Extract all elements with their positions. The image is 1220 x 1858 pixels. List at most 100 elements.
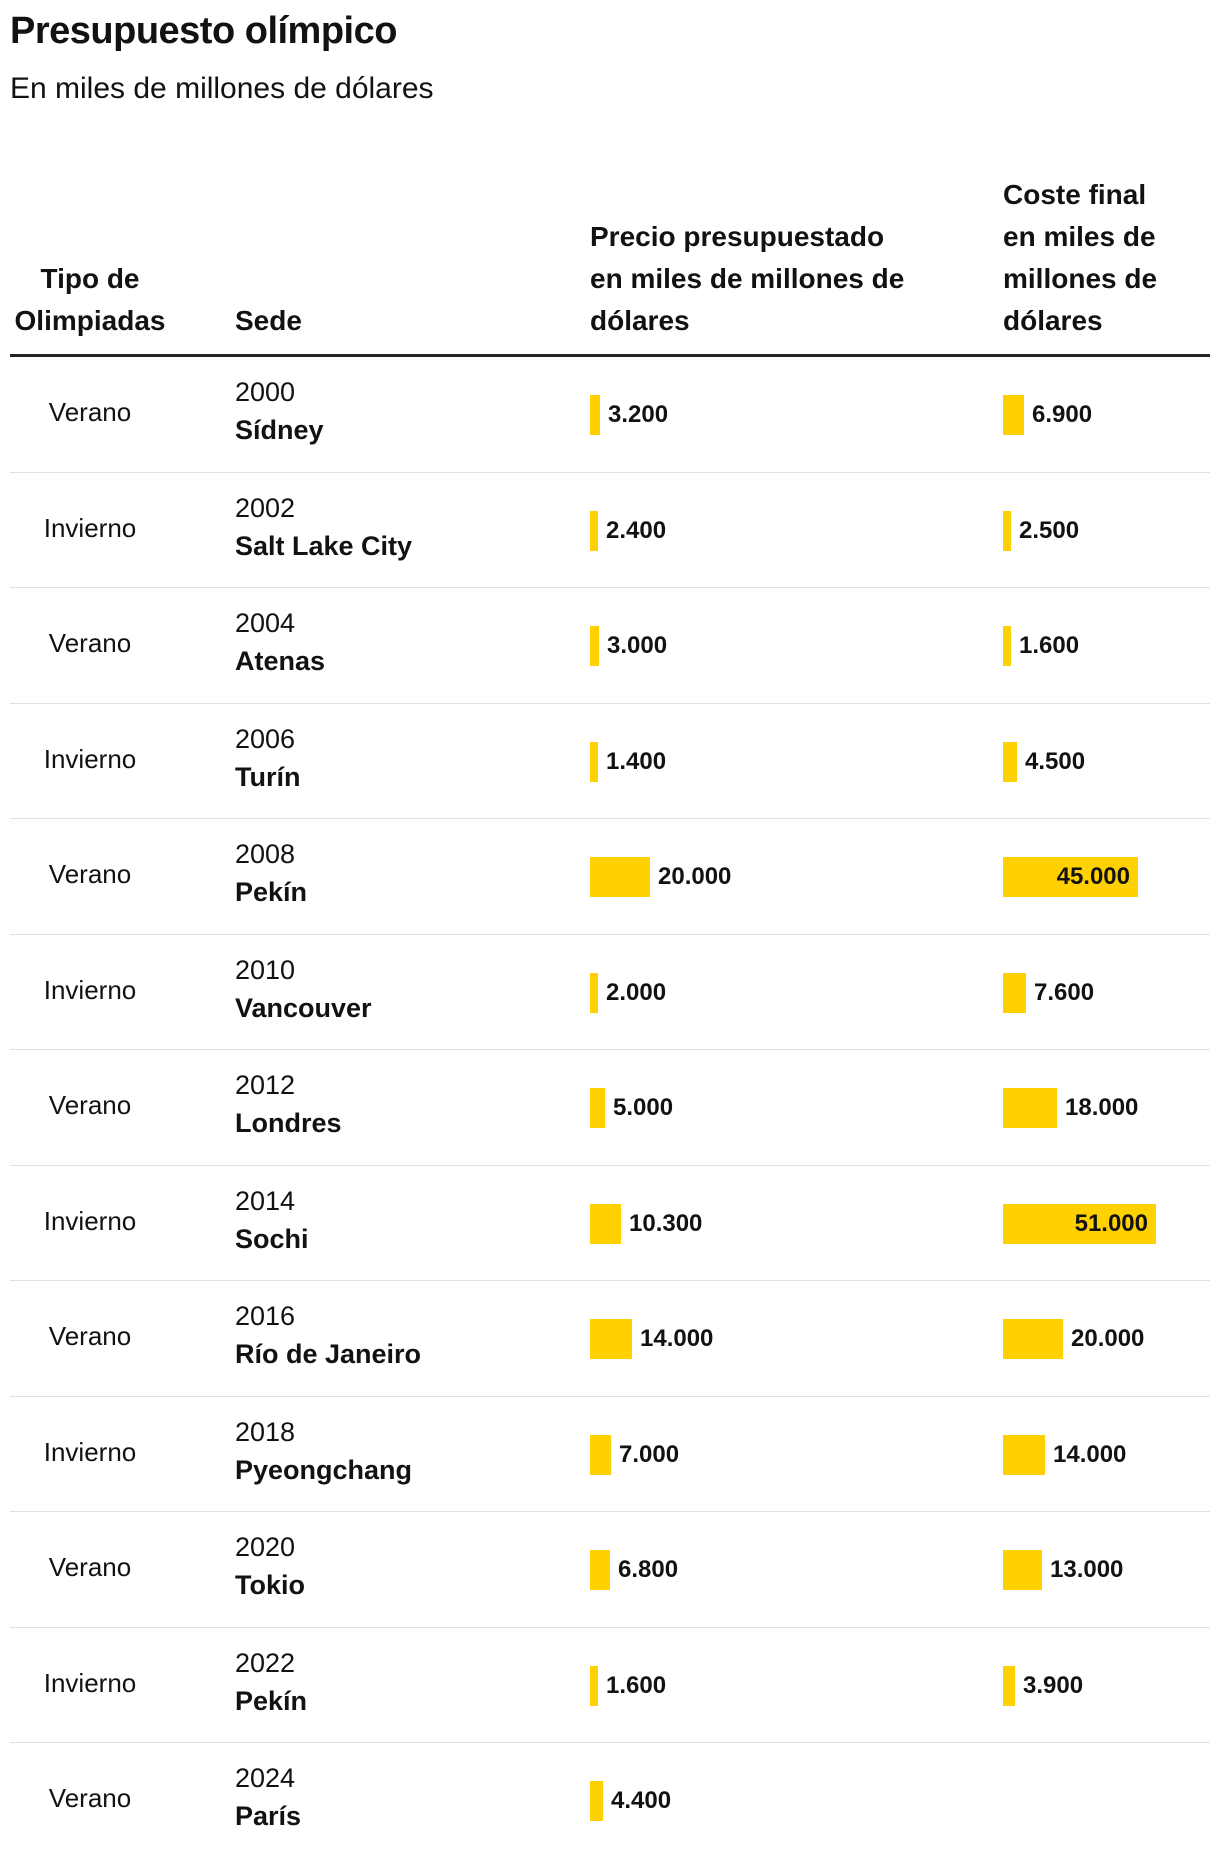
table-row: Verano 2020 Tokio 6.800 13.000: [10, 1512, 1210, 1628]
host-year: 2016: [235, 1301, 296, 1331]
table-row: Invierno 2018 Pyeongchang 7.000 14.000: [10, 1397, 1210, 1512]
header-tipo: Tipo de Olimpiadas: [10, 258, 170, 342]
host-year: 2018: [235, 1416, 296, 1447]
header-precio-line: Precio presupuestado: [590, 221, 885, 252]
host-city: Pekín: [235, 1685, 308, 1716]
coste-value-label: 45.000: [1056, 863, 1130, 890]
precio-bar: [590, 972, 598, 1013]
coste-bar: [1003, 395, 1024, 435]
header-coste-line: en miles de: [1003, 221, 1156, 252]
precio-bar: [590, 1781, 603, 1821]
host-year: 2006: [235, 723, 296, 754]
olympics-type: Verano: [48, 1321, 132, 1351]
header-tipo-line: Tipo de: [40, 263, 140, 294]
host-city: Sídney: [235, 415, 324, 445]
header-coste-line: dólares: [1003, 305, 1103, 336]
precio-value-label: 14.000: [640, 1325, 714, 1352]
coste-value-label: 4.500: [1025, 747, 1086, 775]
coste-value-label: 51.000: [1074, 1209, 1148, 1237]
header-precio-line: dólares: [590, 305, 690, 336]
host-city: Tokio: [235, 1570, 305, 1600]
coste-bar: [1003, 626, 1011, 666]
precio-value-label: 10.300: [629, 1209, 703, 1237]
olympics-type: Invierno: [43, 512, 137, 543]
table-row: Invierno 2010 Vancouver 2.000 7.600: [10, 935, 1210, 1050]
olympics-type: Invierno: [43, 1436, 137, 1467]
precio-value-label: 7.000: [619, 1440, 680, 1468]
host-year: 2014: [235, 1185, 296, 1216]
olympics-type: Verano: [48, 397, 132, 427]
table-row: Verano 2000 Sídney 3.200 6.900: [10, 357, 1210, 473]
precio-bar: [590, 1550, 610, 1590]
coste-value-label: 1.600: [1019, 632, 1080, 659]
precio-bar: [590, 741, 598, 782]
coste-value-label: 7.600: [1034, 978, 1095, 1006]
table-row: Verano 2008 Pekín 20.000 45.000: [10, 819, 1210, 935]
precio-value-label: 2.400: [606, 516, 667, 544]
host-city: Turín: [235, 761, 301, 792]
coste-bar: [1003, 510, 1011, 551]
precio-bar: [590, 1434, 611, 1475]
olympics-type: Invierno: [43, 1205, 137, 1236]
coste-value-label: 2.500: [1019, 516, 1080, 544]
coste-bar: [1003, 1203, 1156, 1244]
host-city: Pekín: [235, 877, 308, 907]
coste-bar: [1003, 1434, 1045, 1475]
coste-bar: [1003, 857, 1138, 897]
precio-value-label: 5.000: [613, 1094, 674, 1121]
header-divider: [10, 354, 1210, 357]
host-year: 2002: [235, 492, 296, 523]
host-city: París: [235, 1801, 302, 1831]
precio-value-label: 3.200: [608, 401, 669, 428]
host-year: 2012: [235, 1070, 296, 1100]
precio-bar: [590, 626, 599, 666]
precio-bar: [590, 1088, 605, 1128]
host-year: 2020: [235, 1532, 296, 1562]
host-city: Londres: [235, 1108, 342, 1138]
table-row: Invierno 2022 Pekín 1.600 3.900: [10, 1628, 1210, 1743]
host-year: 2024: [235, 1763, 296, 1793]
precio-value-label: 4.400: [611, 1787, 672, 1814]
precio-value-label: 1.400: [606, 747, 667, 775]
precio-value-label: 2.000: [606, 978, 667, 1006]
host-year: 2010: [235, 954, 296, 985]
precio-bar: [590, 857, 650, 897]
table-row: Verano 2024 París 4.400: [10, 1743, 1210, 1858]
olympics-type: Verano: [48, 628, 132, 658]
coste-value-label: 18.000: [1065, 1094, 1139, 1121]
precio-bar: [590, 395, 600, 435]
coste-bar: [1003, 1550, 1042, 1590]
table-body: Verano 2000 Sídney 3.200 6.900 Invierno 2002 Sa…: [0, 357, 1220, 1858]
precio-value-label: 3.000: [607, 632, 668, 659]
table-row: Verano 2004 Atenas 3.000 1.600: [10, 588, 1210, 704]
header-coste-line: Coste final: [1003, 179, 1147, 210]
table-row: Verano 2016 Río de Janeiro 14.000 20.000: [10, 1281, 1210, 1397]
precio-bar: [590, 510, 598, 551]
coste-bar: [1003, 1665, 1015, 1706]
coste-bar: [1003, 1088, 1057, 1128]
host-year: 2000: [235, 377, 296, 407]
coste-value-label: 6.900: [1032, 401, 1093, 428]
coste-value-label: 14.000: [1053, 1440, 1127, 1468]
coste-value-label: 3.900: [1023, 1671, 1084, 1699]
table-row: Invierno 2002 Salt Lake City 2.400 2.500: [10, 473, 1210, 588]
precio-bar: [590, 1319, 632, 1359]
coste-value-label: 13.000: [1050, 1556, 1124, 1583]
host-year: 2022: [235, 1647, 296, 1678]
chart-subtitle: En miles de millones de dólares: [10, 72, 434, 105]
olympics-type: Invierno: [43, 743, 137, 774]
olympics-type: Verano: [48, 859, 132, 889]
precio-value-label: 1.600: [606, 1671, 667, 1699]
host-city: Pyeongchang: [235, 1454, 413, 1485]
precio-bar: [590, 1203, 621, 1244]
chart-title: Presupuesto olímpico: [10, 10, 397, 52]
coste-bar: [1003, 741, 1017, 782]
precio-value-label: 6.800: [618, 1556, 679, 1583]
precio-bar: [590, 1665, 598, 1706]
coste-bar: [1003, 1319, 1063, 1359]
host-city: Salt Lake City: [235, 530, 413, 561]
header-precio-line: en miles de millones de: [590, 263, 905, 294]
host-city: Vancouver: [235, 992, 372, 1023]
header-coste-line: millones de: [1003, 263, 1158, 294]
host-year: 2004: [235, 608, 296, 638]
